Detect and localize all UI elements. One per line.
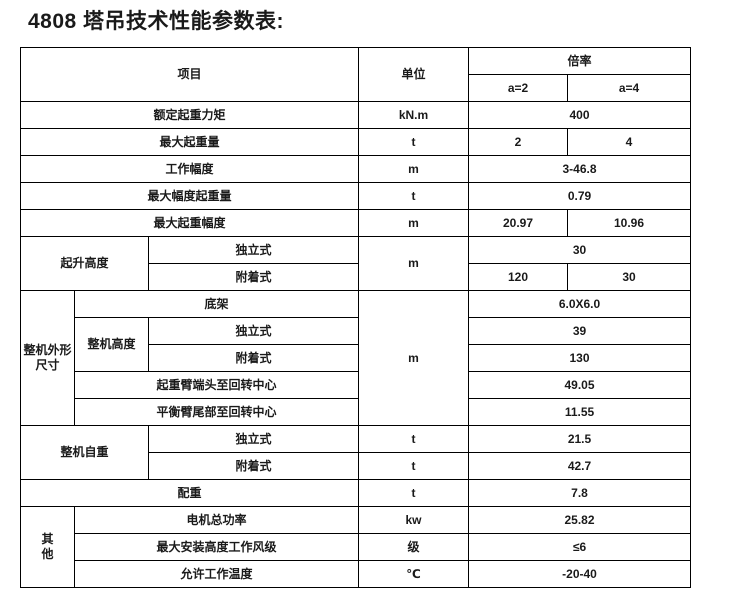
row-value-a2: 20.97 [468, 209, 568, 237]
row-value: 30 [467, 236, 692, 264]
tower-crane-spec-table: 项目 单位 倍率 a=2 a=4 额定起重力矩 kN.m 400 最大起重量 t… [20, 47, 692, 588]
row-item-label: 平衡臂尾部至回转中心 [74, 398, 359, 426]
table-row: 整机自重 独立式 t 21.5 [20, 425, 692, 480]
header-ratio-a2: a=2 [468, 74, 568, 102]
row-value-a2: 120 [468, 263, 568, 291]
row-unit: t [358, 128, 469, 156]
group-label-overall-dimension-line2: 尺寸 [35, 358, 60, 372]
row-item-label: 最大起重量 [20, 128, 359, 156]
table-row: 最大起重幅度 m 20.97 10.96 [20, 209, 692, 237]
row-item-label: 附着式 [148, 344, 359, 372]
table-row: 工作幅度 m 3-46.8 [20, 155, 692, 183]
group-label-other: 其 他 [20, 506, 75, 588]
row-value: 42.7 [467, 452, 692, 480]
header-ratio: 倍率 [467, 47, 692, 75]
table-row: 配重 t 7.8 [20, 479, 692, 507]
group-label-machine-height: 整机高度 [74, 317, 149, 372]
row-value-a4: 4 [566, 128, 692, 156]
row-unit: t [358, 425, 469, 453]
header-unit: 单位 [358, 47, 469, 102]
row-item-label: 最大起重幅度 [20, 209, 359, 237]
table-row: 起升高度 独立式 m 30 [20, 236, 692, 291]
table-row: 起重臂端头至回转中心 49.05 [21, 371, 692, 399]
row-unit: m [358, 290, 469, 426]
table-row: 平衡臂尾部至回转中心 11.55 [21, 398, 692, 426]
row-item-label: 底架 [74, 290, 359, 318]
table-row: 整机外形 尺寸 底架 m 6.0X6.0 [20, 290, 692, 426]
row-value: 130 [467, 344, 692, 372]
row-unit: m [358, 236, 469, 291]
group-label-lifting-height: 起升高度 [20, 236, 149, 291]
group-label-overall-dimension-line1: 整机外形 [23, 343, 72, 357]
row-item-label: 最大幅度起重量 [20, 182, 359, 210]
row-value-a4: 30 [566, 263, 692, 291]
row-value: ≤6 [467, 533, 692, 561]
row-value: 21.5 [467, 425, 692, 453]
page-title: 4808 塔吊技术性能参数表: [28, 10, 285, 33]
row-item-label: 起重臂端头至回转中心 [74, 371, 359, 399]
row-item-label: 独立式 [148, 317, 359, 345]
row-item-label: 配重 [20, 479, 359, 507]
row-item-label: 允许工作温度 [74, 560, 359, 588]
table-row: 允许工作温度 ℃ -20-40 [21, 560, 692, 588]
table-row: 附着式 130 [21, 344, 692, 372]
group-label-other-line2: 他 [41, 547, 54, 561]
row-unit: t [358, 452, 469, 480]
table-row: 整机高度 独立式 39 [21, 317, 692, 372]
row-value: -20-40 [467, 560, 692, 588]
row-unit: t [358, 479, 469, 507]
row-unit: t [358, 182, 469, 210]
row-value: 11.55 [467, 398, 692, 426]
table-row: 最大安装高度工作风级 级 ≤6 [21, 533, 692, 561]
row-value: 0.79 [467, 182, 692, 210]
row-value: 3-46.8 [467, 155, 692, 183]
row-unit: ℃ [358, 560, 469, 588]
row-item-label: 附着式 [148, 263, 359, 291]
row-item-label: 独立式 [148, 425, 359, 453]
table-header-row-2: a=2 a=4 [21, 74, 692, 102]
table-row: 最大幅度起重量 t 0.79 [20, 182, 692, 210]
row-item-label: 独立式 [148, 236, 359, 264]
group-label-overall-dimension: 整机外形 尺寸 [20, 290, 75, 426]
row-unit: kw [358, 506, 469, 534]
table-header-row-1: 项目 单位 倍率 [20, 47, 692, 102]
group-label-machine-weight: 整机自重 [20, 425, 149, 480]
row-item-label: 电机总功率 [74, 506, 359, 534]
row-unit: kN.m [358, 101, 469, 129]
table-row: 额定起重力矩 kN.m 400 [20, 101, 692, 129]
group-label-other-line1: 其 [41, 532, 54, 546]
row-item-label: 额定起重力矩 [20, 101, 359, 129]
row-item-label: 附着式 [148, 452, 359, 480]
row-value: 49.05 [467, 371, 692, 399]
row-value: 6.0X6.0 [467, 290, 692, 318]
row-unit: m [358, 155, 469, 183]
table-row: 最大起重量 t 2 4 [20, 128, 692, 156]
row-item-label: 工作幅度 [20, 155, 359, 183]
row-unit: m [358, 209, 469, 237]
row-value: 7.8 [467, 479, 692, 507]
row-value: 39 [467, 317, 692, 345]
table-row: 其 他 电机总功率 kw 25.82 [20, 506, 692, 588]
header-ratio-a4: a=4 [566, 74, 692, 102]
header-item: 项目 [20, 47, 359, 102]
row-unit: 级 [358, 533, 469, 561]
row-value-a4: 10.96 [566, 209, 692, 237]
row-item-label: 最大安装高度工作风级 [74, 533, 359, 561]
row-value: 25.82 [467, 506, 692, 534]
table-row: 附着式 t 42.7 [21, 452, 692, 480]
row-value: 400 [467, 101, 692, 129]
row-value-a2: 2 [468, 128, 568, 156]
